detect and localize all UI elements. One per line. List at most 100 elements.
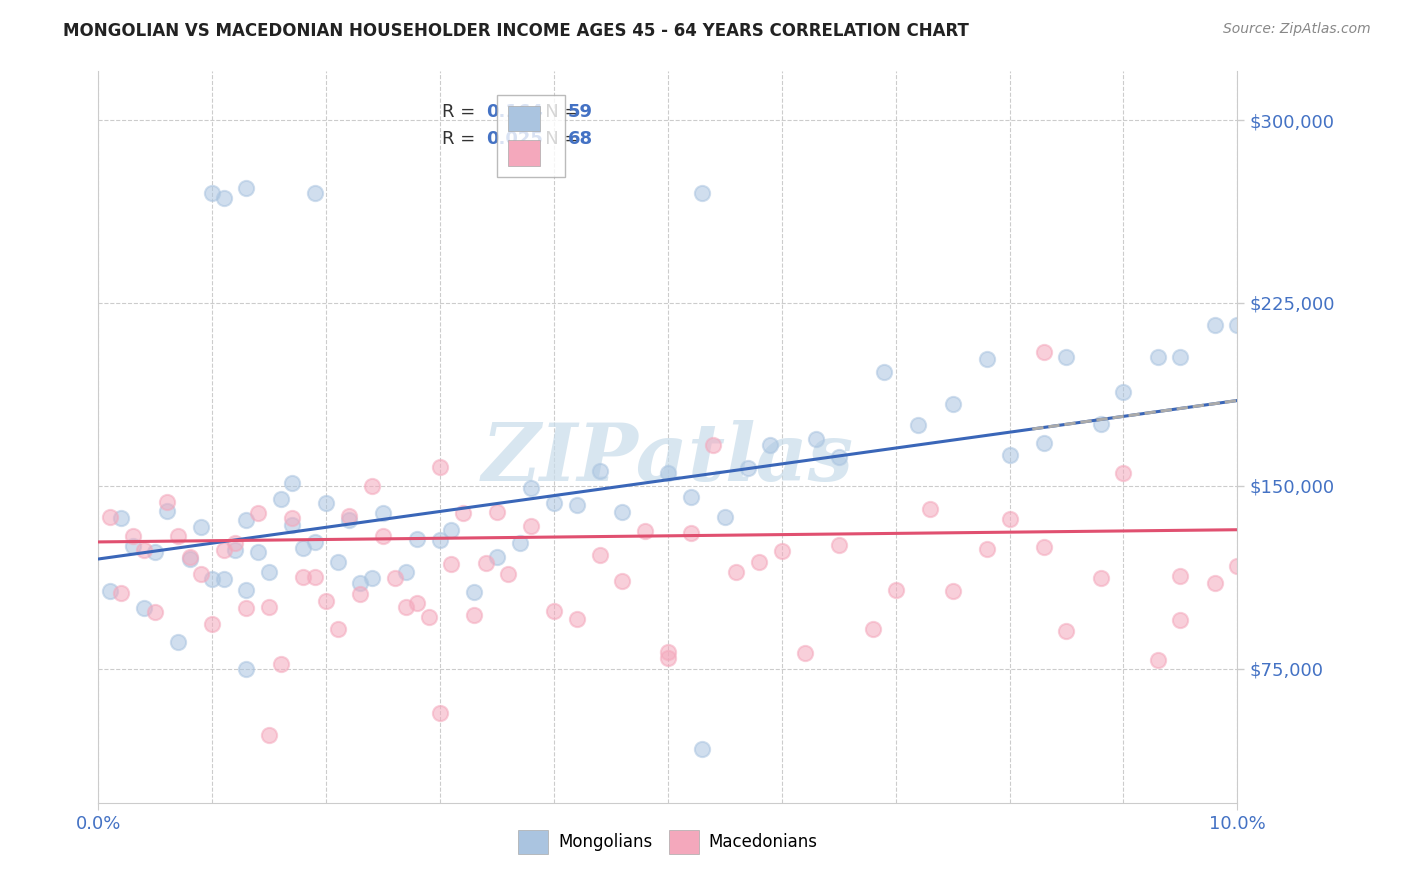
Point [1170, 351, 1192, 365]
Point [907, 417, 929, 432]
Point [360, 571, 382, 585]
Point [259, 565, 281, 579]
Point [304, 535, 326, 549]
Point [612, 574, 634, 588]
Text: N =: N = [527, 103, 585, 120]
Point [793, 646, 815, 660]
Point [976, 352, 998, 367]
Point [486, 505, 509, 519]
Text: 0.164: 0.164 [485, 103, 543, 120]
Point [201, 616, 224, 631]
Point [292, 541, 315, 555]
Point [337, 513, 360, 527]
Point [1146, 653, 1168, 667]
Point [565, 612, 588, 626]
Point [998, 512, 1021, 526]
Point [132, 543, 155, 558]
Point [1170, 569, 1192, 583]
Point [121, 539, 143, 553]
Point [212, 191, 235, 205]
Point [156, 503, 179, 517]
Point [110, 510, 132, 524]
Point [1170, 613, 1192, 627]
Point [543, 496, 565, 510]
Point [679, 525, 702, 540]
Point [657, 466, 679, 480]
Text: MONGOLIAN VS MACEDONIAN HOUSEHOLDER INCOME AGES 45 - 64 YEARS CORRELATION CHART: MONGOLIAN VS MACEDONIAN HOUSEHOLDER INCO… [63, 22, 969, 40]
Point [543, 604, 565, 618]
Point [167, 529, 190, 543]
Point [759, 438, 782, 452]
Point [440, 523, 463, 537]
Point [235, 181, 257, 195]
Point [634, 524, 657, 538]
Point [862, 623, 884, 637]
Point [942, 396, 965, 410]
Point [98, 510, 121, 524]
Point [304, 186, 326, 201]
Point [1090, 571, 1112, 585]
Point [395, 599, 418, 614]
Point [418, 610, 440, 624]
Point [748, 555, 770, 569]
Point [998, 449, 1021, 463]
Point [349, 587, 371, 601]
Point [1056, 350, 1078, 364]
Point [190, 520, 212, 534]
Point [918, 502, 941, 516]
Point [121, 529, 143, 543]
Point [373, 529, 395, 543]
Point [942, 584, 965, 599]
Point [657, 651, 679, 665]
Point [360, 479, 382, 493]
Point [498, 566, 520, 581]
Point [235, 600, 257, 615]
Point [373, 506, 395, 520]
Point [201, 186, 224, 201]
Point [406, 532, 429, 546]
Text: Source: ZipAtlas.com: Source: ZipAtlas.com [1223, 22, 1371, 37]
Point [429, 460, 451, 475]
Point [804, 433, 827, 447]
Legend: Mongolians, Macedonians: Mongolians, Macedonians [512, 823, 824, 860]
Point [520, 519, 543, 533]
Point [429, 533, 451, 548]
Text: N =: N = [527, 129, 585, 148]
Point [270, 492, 292, 507]
Point [384, 571, 406, 585]
Point [588, 548, 610, 562]
Point [179, 549, 201, 564]
Point [451, 507, 474, 521]
Point [1204, 576, 1226, 591]
Point [145, 544, 167, 558]
Point [520, 481, 543, 495]
Point [690, 742, 713, 756]
Point [110, 586, 132, 600]
Point [440, 557, 463, 571]
Point [190, 567, 212, 582]
Point [828, 538, 851, 552]
Text: R =: R = [443, 129, 486, 148]
Point [224, 542, 246, 557]
Point [167, 635, 190, 649]
Point [1112, 385, 1135, 400]
Text: R =: R = [443, 103, 486, 120]
Point [235, 513, 257, 527]
Point [679, 490, 702, 504]
Point [406, 596, 429, 610]
Point [1090, 417, 1112, 431]
Point [246, 506, 269, 520]
Point [212, 572, 235, 586]
Text: 0.025: 0.025 [485, 129, 543, 148]
Point [326, 623, 349, 637]
Point [235, 662, 257, 676]
Point [235, 582, 257, 597]
Point [395, 565, 418, 579]
Text: 68: 68 [568, 129, 593, 148]
Point [292, 570, 315, 584]
Point [1112, 466, 1135, 480]
Point [463, 585, 485, 599]
Point [304, 570, 326, 584]
Point [1146, 350, 1168, 364]
Point [714, 509, 737, 524]
